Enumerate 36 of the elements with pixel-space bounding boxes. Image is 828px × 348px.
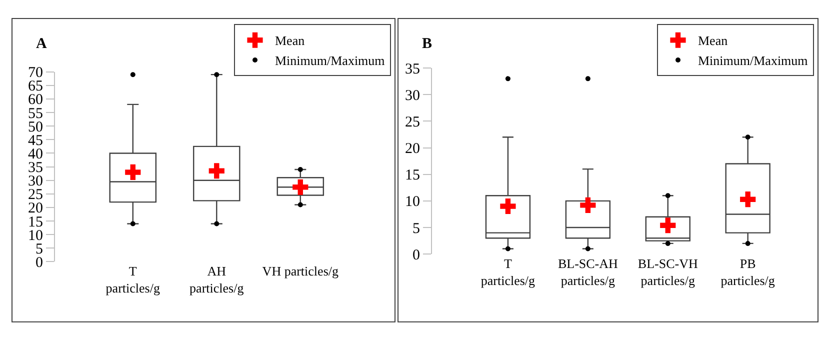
y-tick-label: 35 [28, 160, 43, 176]
y-tick-label: 0 [412, 247, 420, 264]
legend-label: Mean [275, 33, 306, 48]
y-tick-label: 25 [405, 114, 420, 130]
y-tick-label: 30 [405, 88, 420, 104]
y-tick-label: 5 [412, 220, 420, 237]
y-tick-label: 55 [28, 106, 43, 122]
y-tick-label: 45 [28, 132, 43, 149]
y-tick-label: 25 [28, 187, 43, 204]
x-tick-label: T particles/g [480, 256, 536, 288]
x-tick-label: T particles/g [106, 264, 160, 296]
y-tick-label: 70 [28, 65, 43, 82]
x-tick-label: VH particles/g [262, 264, 339, 279]
x-tick-label: AH particles/g [190, 264, 244, 296]
y-tick-label: 10 [405, 194, 420, 210]
x-tick-label: PB particles/g [720, 256, 776, 288]
y-tick-label: 15 [28, 214, 43, 230]
y-tick-label: 20 [28, 200, 43, 217]
y-tick-label: 15 [405, 168, 420, 184]
legend-label: Mean [698, 33, 728, 48]
chart-title: A [36, 36, 47, 52]
legend-label: Minimum/Maximum [698, 53, 808, 68]
y-tick-label: 10 [28, 228, 43, 244]
x-tick-label: BL-SC-VH particles/g [638, 256, 698, 288]
legend-label: Minimum/Maximum [275, 53, 385, 68]
y-tick-label: 20 [405, 141, 420, 158]
y-tick-label: 40 [28, 146, 43, 162]
y-tick-label: 65 [28, 78, 43, 95]
y-tick-label: 35 [405, 61, 420, 78]
y-tick-label: 30 [28, 174, 43, 190]
y-tick-label: 0 [36, 254, 43, 271]
x-tick-label: BL-SC-AH particles/g [558, 256, 618, 288]
y-tick-label: 60 [28, 92, 43, 108]
chart-title: B [422, 36, 432, 52]
y-tick-label: 50 [28, 119, 43, 136]
y-tick-label: 5 [36, 241, 43, 258]
